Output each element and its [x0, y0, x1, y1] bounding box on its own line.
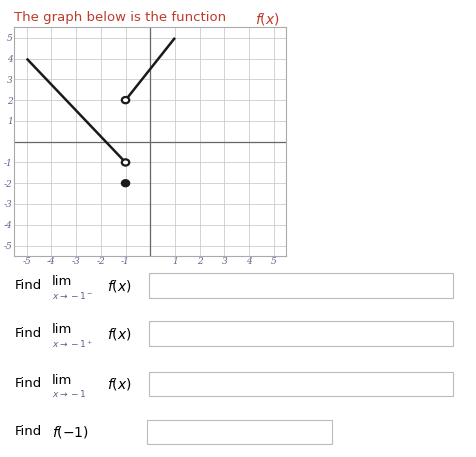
Text: $x\to -1$: $x\to -1$	[51, 388, 86, 399]
Text: Find: Find	[14, 279, 41, 292]
Text: Find: Find	[14, 377, 41, 390]
Text: Find: Find	[14, 425, 41, 438]
FancyBboxPatch shape	[149, 372, 452, 396]
Text: Find: Find	[14, 327, 41, 340]
Text: lim: lim	[51, 276, 72, 288]
Text: $x\to -1^-$: $x\to -1^-$	[51, 290, 93, 301]
Text: $x\to -1^+$: $x\to -1^+$	[51, 338, 93, 350]
Text: lim: lim	[51, 324, 72, 336]
Text: The graph below is the function: The graph below is the function	[14, 11, 230, 24]
FancyBboxPatch shape	[149, 273, 452, 298]
Text: lim: lim	[51, 374, 72, 387]
FancyBboxPatch shape	[149, 321, 452, 346]
Text: $f(x)$: $f(x)$	[107, 325, 132, 342]
Circle shape	[121, 180, 129, 186]
Text: $f(x)$: $f(x)$	[255, 11, 279, 27]
FancyBboxPatch shape	[147, 420, 332, 444]
Text: $f(x)$: $f(x)$	[107, 376, 132, 392]
Circle shape	[121, 97, 129, 103]
Circle shape	[121, 159, 129, 165]
Text: $f(x)$: $f(x)$	[107, 277, 132, 294]
Text: $f(-1)$: $f(-1)$	[51, 424, 88, 440]
